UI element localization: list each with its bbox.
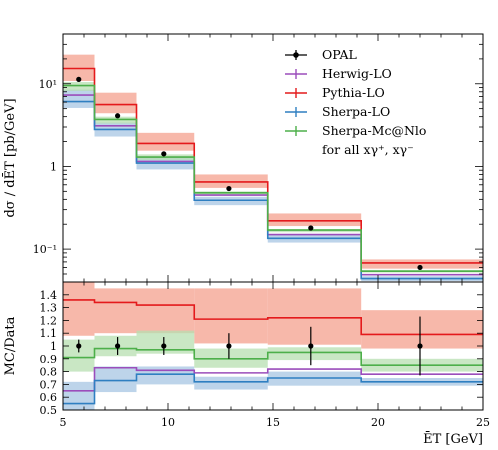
x-tick-label-4: 25 <box>476 416 490 429</box>
ratio-series-sherpa-mc-nlo <box>63 347 483 366</box>
ratio-y-tick-label-7: 1.2 <box>40 314 58 327</box>
ratio-data-point-0 <box>76 343 82 349</box>
ratio-band-1-bin-2 <box>136 366 195 385</box>
ratio-band-0-bin-3 <box>194 288 268 344</box>
main-y-tick-label-1: 1 <box>50 160 57 173</box>
ratio-y-tick-label-6: 1.1 <box>40 327 58 340</box>
main-band-2-bin-0 <box>63 82 95 91</box>
ratio-y-tick-label-3: 0.8 <box>40 366 58 379</box>
ratio-y-axis-label: MC/Data <box>3 316 18 375</box>
legend-label-opal: OPAL <box>322 47 357 62</box>
x-axis-label: ĒT [GeV] <box>423 431 483 447</box>
ratio-series-herwig-lo <box>63 366 483 392</box>
ratio-band-1-bin-3 <box>194 376 268 390</box>
ratio-mc-histograms <box>63 299 483 405</box>
main-y-axis-label: dσ / dĒT [pb/GeV] <box>2 98 18 217</box>
main-panel-frame <box>62 33 484 283</box>
ratio-y-tick-label-8: 1.3 <box>40 302 58 315</box>
main-band-0-bin-4 <box>267 213 362 227</box>
ratio-data-point-5 <box>417 343 423 349</box>
legend-extra-note: for all xγ⁺, xγ⁻ <box>322 142 414 157</box>
ratio-data-point-1 <box>115 343 121 349</box>
main-uncertainty-bands <box>63 54 483 282</box>
ratio-data-point-2 <box>161 343 167 349</box>
ratio-y-tick-label-2: 0.7 <box>40 378 58 391</box>
ratio-y-tick-label-4: 0.9 <box>40 353 58 366</box>
legend-label-sherpa-lo: Sherpa-LO <box>322 104 390 119</box>
legend-label-pythia-lo: Pythia-LO <box>322 85 385 100</box>
ratio-band-0-bin-4 <box>267 288 362 345</box>
main-band-1-bin-0 <box>63 89 95 108</box>
main-mc-histograms <box>63 67 483 280</box>
main-data-point-0 <box>76 76 82 82</box>
ratio-band-0-bin-1 <box>94 288 137 334</box>
ratio-y-tick-label-1: 0.6 <box>40 391 58 404</box>
main-data-point-3 <box>226 185 232 192</box>
ratio-band-1-bin-1 <box>94 366 137 393</box>
ratio-band-2-bin-4 <box>267 347 362 361</box>
legend-label-herwig-lo: Herwig-LO <box>322 66 392 81</box>
ratio-series-pythia-lo <box>63 299 483 336</box>
main-data-point-4 <box>308 225 314 231</box>
ratio-band-1-bin-0 <box>63 381 95 410</box>
main-band-0-bin-2 <box>136 132 195 151</box>
ratio-series-sherpa-lo <box>63 373 483 405</box>
main-y-tick-label-2: 10⁻¹ <box>33 243 57 256</box>
ratio-data-point-4 <box>308 343 314 349</box>
x-tick-label-0: 5 <box>60 416 67 429</box>
legend-label-sherpa-mc-nlo: Sherpa-Mc@Nlo <box>322 123 426 138</box>
ratio-band-2-bin-2 <box>136 330 195 354</box>
main-data-point-2 <box>161 151 167 157</box>
ratio-data-point-3 <box>226 343 232 349</box>
main-data-point-5 <box>417 264 423 271</box>
ratio-band-0-bin-0 <box>63 282 95 336</box>
ratio-data-points <box>76 316 423 376</box>
legend-marker-dot-opal <box>293 52 299 58</box>
ratio-y-tick-label-0: 0.5 <box>40 404 58 417</box>
ratio-y-tick-label-5: 1 <box>50 340 57 353</box>
main-data-point-1 <box>115 113 121 119</box>
x-tick-label-1: 10 <box>161 416 175 429</box>
main-band-0-bin-5 <box>361 259 483 269</box>
main-y-tick-label-0: 10¹ <box>39 78 57 91</box>
ratio-y-tick-label-9: 1.4 <box>40 289 58 302</box>
main-data-points <box>76 76 423 271</box>
ratio-band-0-bin-2 <box>136 288 195 334</box>
ratio-axis-ticks: 0.50.60.70.80.911.11.21.31.4 5 10 15 20 25 <box>40 282 490 429</box>
ratio-band-0-bin-5 <box>361 310 483 349</box>
chart-legend: OPAL Herwig-LO Pythia-LO Sherpa-LO Sherpa-Mc… <box>285 47 426 157</box>
main-band-0-bin-1 <box>94 92 137 114</box>
x-tick-label-2: 15 <box>266 416 280 429</box>
main-axis-ticks: 10¹ 1 10⁻¹ <box>33 33 484 283</box>
main-series-sherpa-mc-nlo <box>63 84 483 273</box>
x-tick-label-3: 20 <box>371 416 385 429</box>
